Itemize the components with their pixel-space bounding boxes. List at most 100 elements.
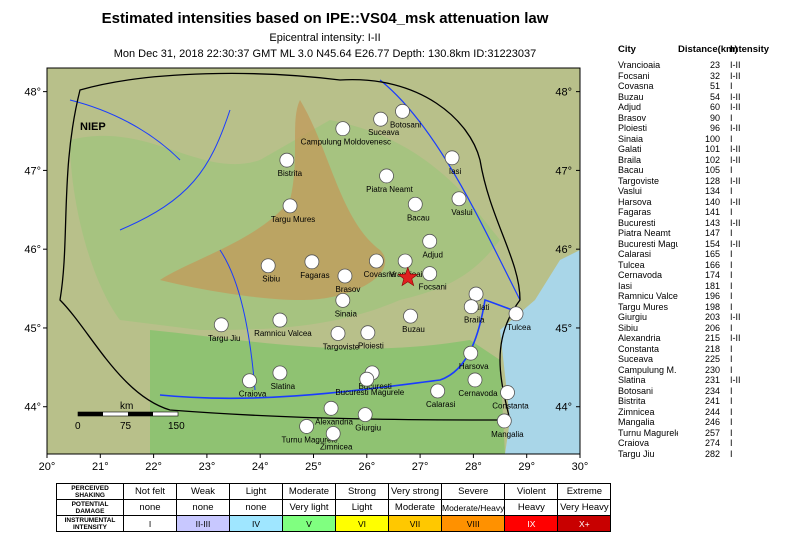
scale-label-150: 150	[168, 421, 185, 432]
station-marker: Zimnicea	[320, 426, 353, 452]
scale-label-0: 0	[75, 421, 81, 432]
city-cell: Brasov	[618, 112, 647, 123]
legend-row-label: PERCEIVED SHAKING	[56, 483, 124, 500]
station-label: Botosani	[390, 120, 421, 129]
lon-tick-label: 24°	[252, 461, 269, 473]
city-cell: Suceava	[618, 354, 654, 364]
station-circle	[279, 152, 295, 168]
intensity-cell: I	[730, 249, 733, 259]
distance-cell: 140	[704, 196, 720, 207]
station-label: Turnu Magurele	[281, 435, 338, 444]
legend-cell-intensity: I	[123, 515, 177, 532]
city-cell: Tulcea	[618, 259, 645, 270]
station-marker: Targoviste	[323, 326, 360, 351]
station-label: Ploiesti	[358, 342, 384, 351]
distance-cell: 215	[704, 333, 720, 343]
intensity-cell: I	[730, 270, 733, 280]
city-cell: Focsani	[618, 70, 650, 81]
legend-cell-intensity: X+	[557, 515, 612, 532]
station-marker: Harsova	[459, 345, 489, 371]
city-cell: Sibiu	[618, 322, 639, 333]
station-marker: Cernavoda	[458, 372, 498, 398]
station-marker: Mangalia	[491, 413, 524, 439]
station-circle	[359, 371, 375, 387]
table-row: Piatra Neamt 147 I	[618, 228, 788, 239]
station-circle	[304, 254, 320, 270]
station-marker: Craiova	[239, 373, 267, 399]
legend-cell-shaking: Strong	[335, 483, 389, 500]
intensity-cell: I	[730, 417, 733, 427]
legend-cell-shaking: Extreme	[557, 483, 612, 500]
table-row: Botosani 234 I	[618, 386, 788, 397]
distance-cell: 244	[704, 406, 720, 417]
city-cell: Bucuresti Magurele	[618, 238, 678, 249]
city-cell: Targoviste	[618, 175, 660, 186]
table-row: Turnu Magurele 257 I	[618, 428, 788, 439]
distance-cell: 96	[709, 123, 720, 133]
distance-cell: 198	[704, 301, 720, 312]
station-circle	[451, 191, 467, 207]
distance-cell: 23	[709, 60, 720, 70]
lat-tick-label-right: 44°	[555, 402, 572, 414]
station-marker: Turnu Magurele	[281, 419, 338, 444]
station-label: Giurgiu	[355, 424, 381, 433]
city-cell: Craiova	[618, 438, 650, 448]
station-circle	[282, 198, 298, 214]
legend-row-shaking: PERCEIVED SHAKING Not felt Weak Light Modera…	[56, 483, 612, 500]
station-circle	[357, 407, 373, 423]
station-label: Bucuresti Magurele	[335, 388, 404, 397]
intensity-cell: I-II	[730, 60, 741, 70]
table-row: Targoviste 128 I-II	[618, 176, 788, 187]
distance-cell: 105	[704, 165, 720, 175]
station-label: Craiova	[239, 390, 267, 399]
city-cell: Giurgiu	[618, 312, 648, 322]
distance-cell: 165	[704, 249, 720, 259]
station-circle	[397, 253, 413, 269]
legend-cell-intensity: VI	[335, 515, 389, 532]
table-row: Alexandria 215 I-II	[618, 333, 788, 344]
intensity-cell: I	[730, 228, 733, 238]
station-marker: Botosani	[390, 103, 421, 129]
distance-cell: 100	[704, 133, 720, 144]
legend-cell-intensity: IV	[229, 515, 283, 532]
distance-cell: 231	[704, 375, 720, 385]
legend-cell-shaking: Light	[229, 483, 283, 500]
lon-tick-label: 29°	[518, 461, 535, 473]
station-label: Cernavoda	[458, 389, 498, 398]
distance-cell: 143	[704, 217, 720, 228]
station-circle	[242, 373, 257, 389]
intensity-cell: I-II	[730, 175, 741, 186]
distance-cell: 274	[704, 438, 720, 448]
station-marker: Iasi	[444, 150, 462, 176]
intensity-cell: I-II	[730, 196, 741, 207]
intensity-cell: I-II	[730, 91, 741, 102]
station-circle	[330, 326, 346, 341]
station-marker: Suceava	[368, 111, 400, 137]
table-row: Focsani 32 I-II	[618, 71, 788, 82]
distance-cell: 196	[704, 291, 720, 301]
station-marker: Bucuresti Magurele	[335, 371, 405, 397]
distance-cell: 32	[709, 70, 720, 81]
distance-cell: 218	[704, 343, 720, 354]
table-row: Bucuresti Magurele 154 I-II	[618, 239, 788, 250]
legend-cell-damage: none	[123, 499, 177, 516]
river-olt	[219, 249, 256, 391]
distance-cell: 147	[704, 228, 720, 238]
station-marker: Giurgiu	[355, 407, 381, 433]
distance-cell: 246	[704, 417, 720, 427]
intensity-cell: I	[730, 385, 733, 396]
city-cell: Covasna	[618, 81, 654, 91]
river-danube	[159, 298, 521, 400]
lon-tick-label: 28°	[465, 461, 482, 473]
table-row: Ploiesti 96 I-II	[618, 123, 788, 134]
legend-cell-damage: Light	[335, 499, 389, 516]
lon-tick-label: 25°	[305, 461, 322, 473]
station-marker: Constanta	[492, 385, 529, 411]
city-cell: Buzau	[618, 91, 644, 102]
intensity-cell: I	[730, 280, 733, 291]
lat-tick-label-left: 48°	[24, 87, 41, 99]
intensity-cell: I	[730, 322, 733, 333]
station-label: Buzau	[402, 325, 425, 334]
city-cell: Targu Mures	[618, 301, 669, 312]
